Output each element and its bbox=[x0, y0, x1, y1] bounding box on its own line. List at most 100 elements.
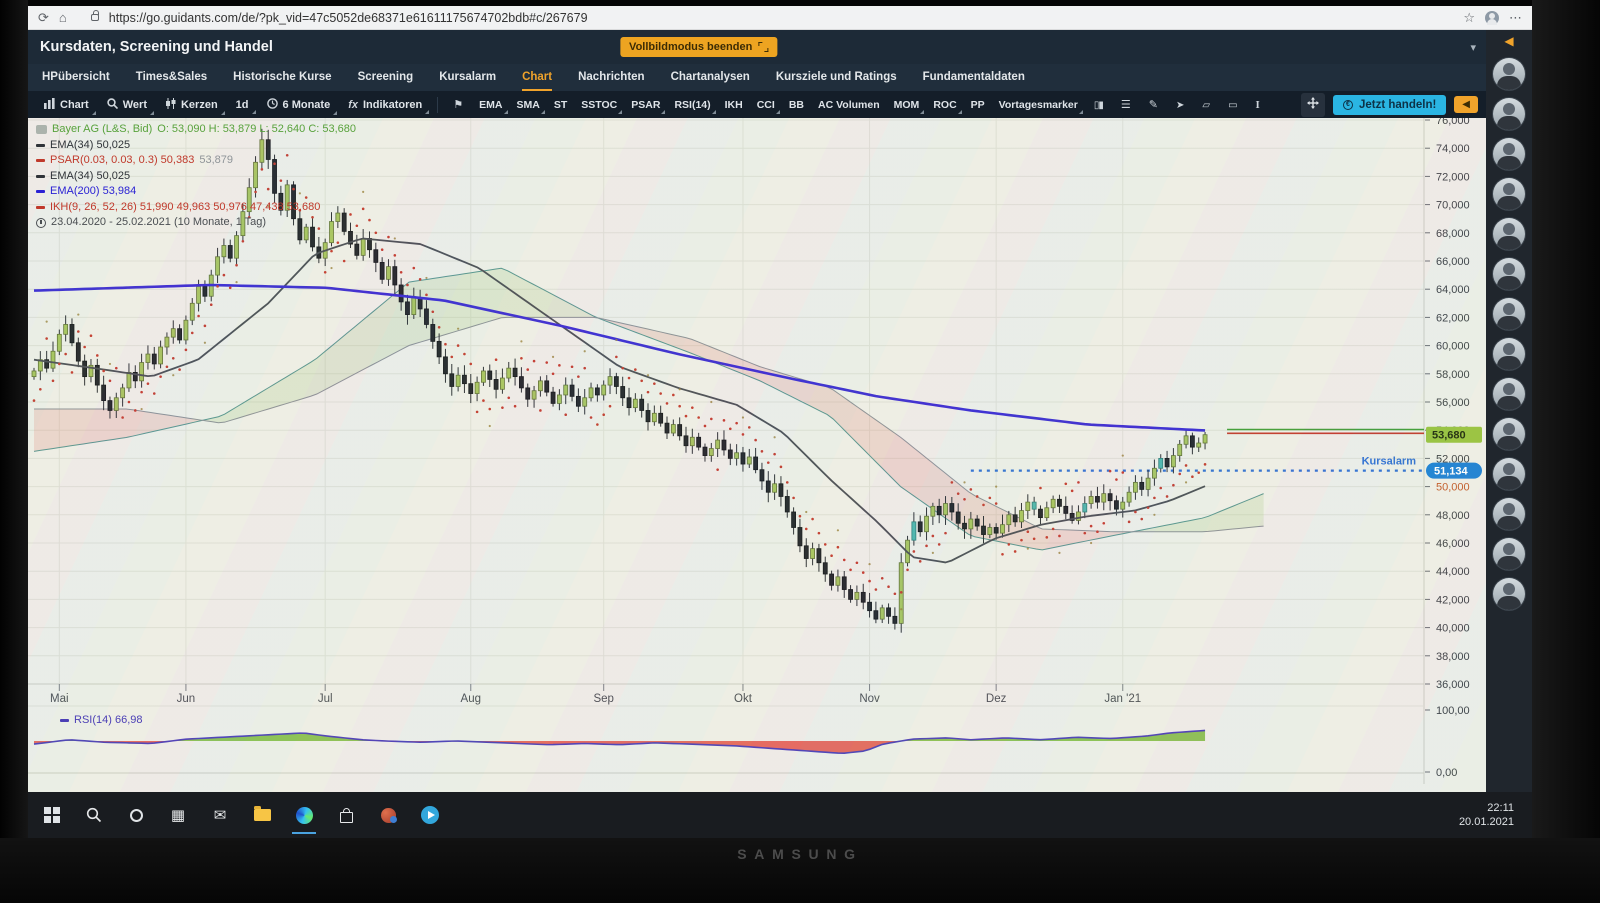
tab-hpübersicht[interactable]: HPübersicht bbox=[42, 70, 110, 83]
svg-text:74,000: 74,000 bbox=[1436, 143, 1470, 155]
indicator-rsi-14--button[interactable]: RSI(14) bbox=[668, 95, 716, 115]
toolbar-kerzen-button[interactable]: Kerzen bbox=[157, 94, 226, 116]
indicator-cci-button[interactable]: CCI bbox=[751, 95, 781, 115]
expert-avatar[interactable] bbox=[1493, 498, 1525, 530]
instrument-logo-icon bbox=[36, 125, 47, 135]
indicator-roc-button[interactable]: ROC bbox=[927, 95, 962, 115]
chart-region: 76,000 74,000 72,000 70,000 68,000 66,000 64,0… bbox=[28, 115, 1486, 792]
tab-kursalarm[interactable]: Kursalarm bbox=[439, 70, 497, 83]
telegram-icon[interactable] bbox=[410, 795, 450, 835]
expert-avatar[interactable] bbox=[1493, 538, 1525, 570]
marker-flag-button[interactable]: ⚑ bbox=[445, 94, 471, 115]
indicator-mom-button[interactable]: MOM bbox=[888, 95, 926, 115]
taskbar-clock[interactable]: 22:11 20.01.2021 bbox=[1458, 802, 1514, 828]
tool-measure-button[interactable]: I bbox=[1248, 95, 1268, 115]
svg-text:58,000: 58,000 bbox=[1436, 369, 1470, 381]
indicator-sma-button[interactable]: SMA bbox=[511, 95, 546, 115]
paint-3d-icon[interactable] bbox=[368, 795, 408, 835]
exit-fullscreen-label: Vollbildmodus beenden bbox=[629, 41, 753, 53]
task-view-icon[interactable]: ▦ bbox=[170, 807, 186, 824]
toolbar-chart-button[interactable]: Chart bbox=[36, 94, 97, 116]
tab-fundamentaldaten[interactable]: Fundamentaldaten bbox=[922, 70, 1025, 83]
svg-text:53,680: 53,680 bbox=[1432, 430, 1466, 442]
cursor-icon: ➤ bbox=[1175, 99, 1185, 111]
measure-icon: I bbox=[1255, 98, 1260, 111]
expert-avatar[interactable] bbox=[1493, 338, 1525, 370]
tool-pen-button[interactable]: ✎ bbox=[1141, 94, 1166, 115]
svg-text:64,000: 64,000 bbox=[1436, 284, 1470, 296]
tool-compare-candles-button[interactable]: ▯▮ bbox=[1086, 95, 1111, 115]
compare-candles-icon: ▯▮ bbox=[1093, 99, 1104, 111]
store-icon[interactable] bbox=[326, 795, 366, 835]
indicator-ikh-button[interactable]: IKH bbox=[724, 98, 743, 111]
indicator-sstoc-button[interactable]: SSTOC bbox=[575, 95, 623, 115]
mail-icon[interactable]: ✉ bbox=[213, 807, 227, 824]
tab-kursziele-und-ratings[interactable]: Kursziele und Ratings bbox=[775, 70, 897, 83]
reload-icon[interactable]: ⟳ bbox=[38, 10, 49, 25]
exit-fullscreen-button[interactable]: Vollbildmodus beenden bbox=[620, 37, 778, 57]
cortana-icon[interactable] bbox=[116, 795, 156, 835]
tab-chart[interactable]: Chart bbox=[522, 64, 553, 91]
expert-avatar[interactable] bbox=[1493, 578, 1525, 610]
svg-text:Sep: Sep bbox=[593, 693, 613, 705]
tool-rectangle-button[interactable]: ▭ bbox=[1220, 95, 1245, 115]
url-field[interactable]: https://go.guidants.com/de/?pk_vid=47c50… bbox=[108, 10, 588, 25]
indicator-st-button[interactable]: ST bbox=[553, 98, 568, 111]
expert-avatar[interactable] bbox=[1493, 178, 1525, 210]
expand-widget-button[interactable] bbox=[1300, 92, 1325, 117]
expert-avatar[interactable] bbox=[1493, 458, 1525, 490]
toolbar-wert-button[interactable]: Wert bbox=[99, 94, 155, 116]
toolbar-indikatoren-button[interactable]: fx Indikatoren bbox=[340, 95, 430, 115]
tab-nachrichten[interactable]: Nachrichten bbox=[578, 70, 645, 83]
indicator-psar-button[interactable]: PSAR bbox=[625, 95, 666, 115]
svg-text:52,000: 52,000 bbox=[1436, 453, 1470, 465]
svg-text:Okt: Okt bbox=[734, 693, 753, 705]
edge-icon[interactable] bbox=[284, 795, 324, 835]
star-icon[interactable]: ☆ bbox=[1463, 10, 1475, 25]
explorer-icon[interactable] bbox=[242, 795, 282, 835]
list-icon: ☰ bbox=[1120, 99, 1131, 111]
expert-avatar[interactable] bbox=[1493, 258, 1525, 290]
start-icon[interactable] bbox=[32, 795, 72, 835]
svg-text:60,000: 60,000 bbox=[1436, 341, 1470, 353]
indicator-ema-button[interactable]: EMA bbox=[473, 95, 508, 115]
tab-chartanalysen[interactable]: Chartanalysen bbox=[670, 70, 750, 83]
svg-text:56,000: 56,000 bbox=[1436, 397, 1470, 409]
svg-text:Mai: Mai bbox=[50, 693, 69, 705]
trade-now-button[interactable]: € Jetzt handeln! bbox=[1332, 94, 1447, 115]
home-icon[interactable]: ⌂ bbox=[58, 10, 67, 25]
toolbar-divider bbox=[437, 96, 439, 113]
tool-eraser-button[interactable]: ▱ bbox=[1194, 95, 1218, 115]
tool-list-button[interactable]: ☰ bbox=[1113, 94, 1139, 115]
tab-historische-kurse[interactable]: Historische Kurse bbox=[233, 70, 332, 83]
collapse-panel-button[interactable]: ◀ bbox=[1454, 96, 1478, 113]
arrow-left-icon[interactable]: ◀ bbox=[1504, 34, 1514, 48]
profile-icon[interactable] bbox=[1485, 10, 1499, 25]
expert-avatar[interactable] bbox=[1493, 138, 1525, 170]
lock-icon bbox=[90, 10, 99, 21]
indicator-pp-button[interactable]: PP bbox=[970, 98, 985, 111]
menu-dots-icon[interactable]: ⋯ bbox=[1509, 10, 1522, 25]
expert-avatar[interactable] bbox=[1493, 298, 1525, 330]
toolbar-6-monate-button[interactable]: 6 Monate bbox=[259, 94, 339, 116]
expand-arrows-icon bbox=[1306, 96, 1319, 114]
expert-avatar[interactable] bbox=[1493, 98, 1525, 130]
svg-text:70,000: 70,000 bbox=[1436, 200, 1470, 212]
expert-avatar[interactable] bbox=[1493, 378, 1525, 410]
indicator-vortagesmarker-button[interactable]: Vortagesmarker bbox=[993, 95, 1084, 115]
price-chart[interactable]: 76,000 74,000 72,000 70,000 68,000 66,000 64,0… bbox=[28, 115, 1486, 792]
expert-avatar[interactable] bbox=[1493, 58, 1525, 90]
expert-avatar[interactable] bbox=[1493, 418, 1525, 450]
tab-times-sales[interactable]: Times&Sales bbox=[135, 70, 208, 83]
monitor-bezel-top bbox=[0, 0, 1600, 6]
tool-cursor-button[interactable]: ➤ bbox=[1168, 95, 1192, 115]
chevron-down-icon[interactable]: ▾ bbox=[1470, 41, 1476, 54]
svg-text:Aug: Aug bbox=[461, 693, 481, 705]
tab-screening[interactable]: Screening bbox=[357, 70, 414, 83]
indicator-ac-volumen-button[interactable]: AC Volumen bbox=[817, 98, 880, 111]
expert-avatar[interactable] bbox=[1493, 218, 1525, 250]
toolbar-1d-button[interactable]: 1d bbox=[228, 95, 257, 115]
indicator-bb-button[interactable]: BB bbox=[788, 98, 804, 111]
search-icon[interactable] bbox=[74, 795, 114, 835]
